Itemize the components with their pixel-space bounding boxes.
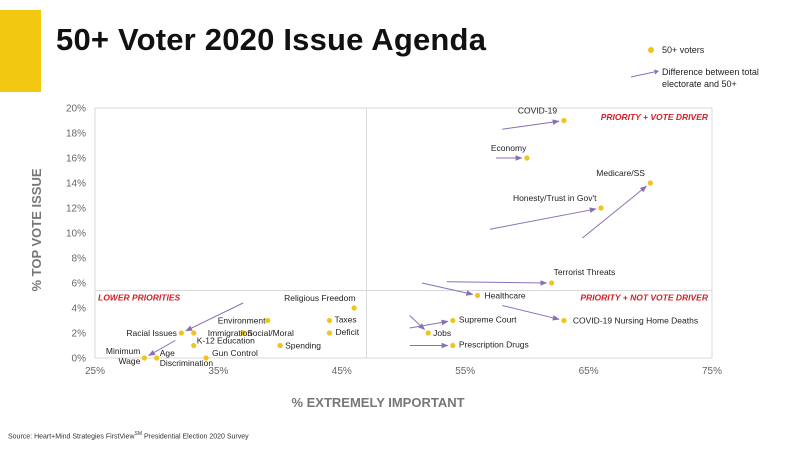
- data-point: [561, 317, 567, 324]
- shift-arrow: [421, 282, 474, 296]
- point-label: Deficit: [335, 327, 359, 337]
- point-label: Environment: [218, 316, 266, 326]
- data-point: [141, 355, 147, 361]
- data-point: [548, 280, 555, 286]
- point-label: Healthcare: [485, 291, 526, 301]
- data-point: [561, 117, 567, 124]
- point-label: COVID-19 Nursing Home Deaths: [573, 316, 698, 326]
- point-label: Age: [160, 348, 175, 358]
- shift-arrow: [409, 319, 449, 329]
- legend-arrow-label: Difference between total electorate and 5…: [662, 66, 759, 90]
- accent-bar: [0, 10, 41, 92]
- data-point: [425, 330, 431, 336]
- point-label: Jobs: [433, 328, 451, 338]
- data-point: [450, 317, 456, 324]
- data-point: [277, 342, 283, 349]
- source-text: Source: Heart+Mind Strategies FirstView: [8, 433, 135, 441]
- data-point: [191, 342, 197, 349]
- legend-dot-label: 50+ voters: [662, 45, 705, 55]
- y-tick-label: 10%: [66, 229, 86, 240]
- shift-arrow: [489, 207, 597, 230]
- point-label: Racial Issues: [126, 328, 177, 338]
- shift-arrow: [502, 119, 560, 130]
- y-tick-label: 6%: [72, 279, 87, 290]
- point-label: Wage: [118, 356, 140, 366]
- data-point: [178, 330, 184, 336]
- point-label: Social/Moral: [247, 328, 294, 338]
- quadrant-label: PRIORITY + VOTE DRIVER: [601, 112, 709, 122]
- legend-arrow-label-line2: electorate and 50+: [662, 79, 737, 89]
- point-label: Immigration: [208, 328, 253, 338]
- x-tick-label: 45%: [332, 366, 352, 377]
- legend: 50+ voters Difference between total elect…: [630, 44, 795, 100]
- point-label: Spending: [285, 341, 321, 351]
- shift-arrow: [502, 305, 560, 321]
- data-point: [524, 155, 530, 161]
- data-point: [326, 317, 333, 324]
- source-text-after: Presidential Election 2020 Survey: [142, 433, 249, 441]
- data-point: [474, 292, 481, 299]
- shift-arrow: [446, 280, 548, 286]
- x-axis-title: % EXTREMELY IMPORTANT: [291, 395, 464, 410]
- y-axis-title: % TOP VOTE ISSUE: [29, 168, 44, 291]
- x-tick-label: 75%: [702, 366, 722, 377]
- point-label: Taxes: [334, 315, 356, 325]
- data-point: [154, 355, 160, 361]
- data-point: [191, 330, 197, 336]
- shift-arrow: [409, 315, 426, 331]
- legend-arrow-icon: [630, 69, 659, 78]
- y-tick-label: 4%: [72, 304, 87, 315]
- point-label: K-12 Education: [197, 336, 255, 346]
- point-label: Prescription Drugs: [459, 340, 529, 350]
- y-tick-label: 8%: [72, 254, 87, 265]
- data-point: [450, 342, 456, 349]
- data-point: [265, 317, 271, 324]
- y-tick-label: 2%: [72, 329, 87, 340]
- quadrant-label: LOWER PRIORITIES: [98, 293, 181, 303]
- y-tick-label: 14%: [66, 179, 86, 190]
- y-tick-label: 0%: [72, 354, 87, 365]
- data-point: [203, 355, 209, 361]
- data-point: [240, 330, 246, 336]
- point-label: COVID-19: [518, 106, 557, 116]
- quadrant-label: PRIORITY + NOT VOTE DRIVER: [580, 293, 708, 303]
- x-tick-label: 25%: [85, 366, 105, 377]
- y-tick-label: 20%: [66, 104, 86, 115]
- x-tick-label: 35%: [208, 366, 228, 377]
- plot-area-frame: [94, 107, 713, 359]
- y-tick-label: 18%: [66, 129, 86, 140]
- point-label: Minimum: [106, 346, 140, 356]
- data-point: [598, 205, 604, 211]
- legend-arrow-label-line1: Difference between total: [662, 67, 759, 77]
- data-point: [351, 305, 357, 311]
- shift-arrow: [185, 302, 244, 332]
- data-point: [647, 180, 653, 186]
- x-tick-label: 55%: [455, 366, 475, 377]
- point-label: Supreme Court: [459, 315, 517, 325]
- legend-dot-row: 50+ voters: [630, 44, 795, 58]
- shift-arrow: [582, 185, 647, 239]
- source-sup: SM: [134, 431, 143, 437]
- point-label: Medicare/SS: [596, 168, 645, 178]
- y-tick-label: 12%: [66, 204, 86, 215]
- point-label: Economy: [491, 143, 527, 153]
- legend-dot-marker: [648, 47, 654, 53]
- point-label: Discrimination: [160, 358, 214, 368]
- point-label: Terrorist Threats: [554, 267, 616, 277]
- source-note: Source: Heart+Mind Strategies FirstViewS…: [8, 431, 249, 440]
- point-label: Honesty/Trust in Gov't: [513, 193, 597, 203]
- legend-arrow-row: Difference between total electorate and 5…: [630, 66, 795, 92]
- y-tick-label: 16%: [66, 154, 86, 165]
- page-title: 50+ Voter 2020 Issue Agenda: [56, 22, 487, 57]
- point-label: Religious Freedom: [284, 293, 355, 303]
- point-label: Gun Control: [212, 348, 258, 358]
- data-point: [326, 330, 333, 336]
- x-tick-label: 65%: [579, 366, 599, 377]
- shift-arrow: [148, 340, 176, 356]
